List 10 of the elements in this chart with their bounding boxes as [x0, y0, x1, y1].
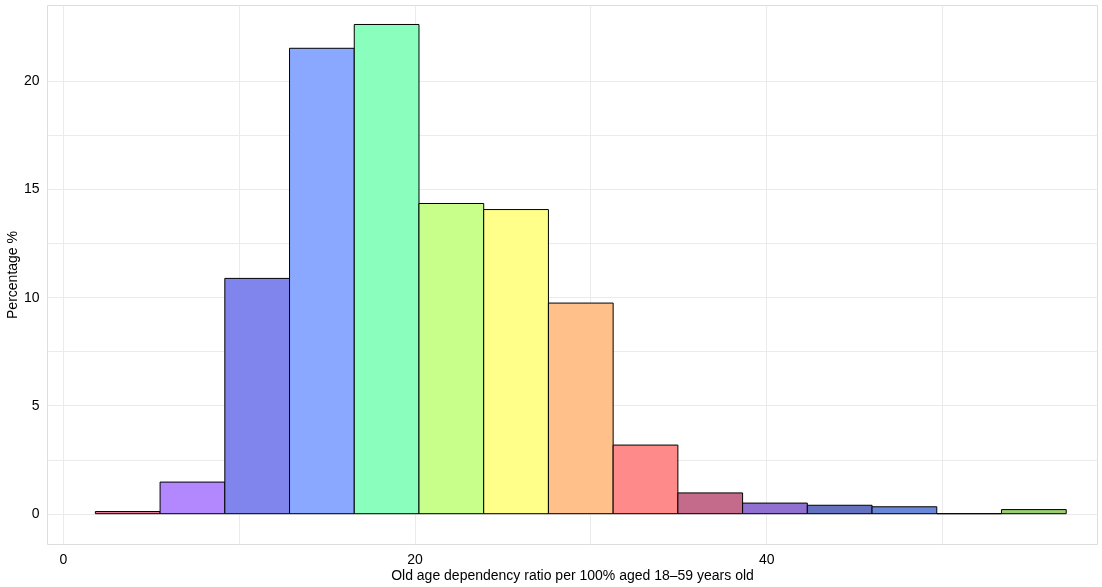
y-tick-label: 15	[23, 180, 40, 197]
x-tick-label: 0	[59, 550, 68, 567]
y-axis-title: Percentage %	[3, 231, 20, 319]
x-tick-label: 20	[407, 550, 424, 567]
y-tick-label: 0	[31, 505, 40, 522]
x-tick-label: 40	[759, 550, 775, 567]
y-tick-label: 10	[23, 288, 40, 305]
x-axis-title: Old age dependency ratio per 100% aged 18–59 years old	[391, 566, 754, 583]
y-tick-label: 5	[31, 396, 40, 413]
y-tick-label: 20	[23, 72, 40, 89]
